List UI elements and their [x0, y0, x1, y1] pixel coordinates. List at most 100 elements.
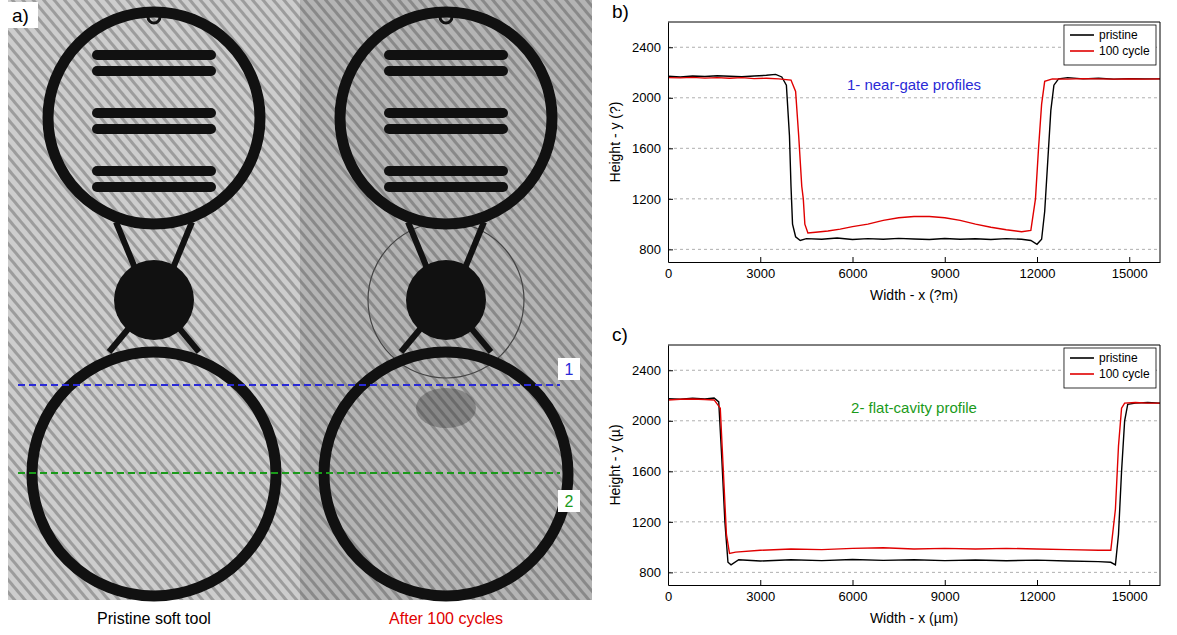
panel-label: c) — [612, 324, 628, 345]
x-tick-mark — [760, 257, 761, 262]
y-axis: 8001200160020002400 — [632, 23, 673, 263]
legend-box — [1064, 348, 1156, 388]
caption: After 100 cycles — [389, 610, 503, 627]
grid-line — [668, 420, 1160, 421]
x-tick-label: 12000 — [1019, 266, 1055, 281]
x-axis: 03000600090001200015000 — [665, 257, 1161, 281]
x-tick-mark — [945, 257, 946, 262]
frame-top — [668, 345, 1160, 346]
legend: pristine 100 cycle — [1064, 25, 1156, 65]
x-tick-label: 6000 — [839, 589, 868, 604]
slot — [384, 66, 508, 76]
slot — [384, 50, 508, 60]
x-tick: 15000 — [1112, 580, 1148, 604]
y-axis-title: Height - y (µ) — [607, 424, 623, 505]
slot — [92, 108, 216, 118]
y-tick-label: 1200 — [632, 192, 661, 207]
slot — [92, 66, 216, 76]
y-tick: 2000 — [632, 413, 673, 428]
x-tick-label: 3000 — [746, 266, 775, 281]
top-cavity — [48, 12, 260, 224]
x-tick-mark — [1129, 580, 1130, 585]
x-tick: 6000 — [839, 580, 868, 604]
vent-ring — [148, 11, 160, 23]
frame-top — [668, 22, 1160, 23]
x-tick-label: 9000 — [931, 266, 960, 281]
top-cavity — [340, 12, 552, 224]
y-tick-label: 1200 — [632, 515, 661, 530]
y-tick: 1600 — [632, 464, 673, 479]
y-tick-label: 800 — [639, 565, 661, 580]
x-tick: 9000 — [931, 580, 960, 604]
data-line — [668, 77, 1160, 233]
grid-line — [668, 249, 1160, 250]
panel-a: 12a)Pristine soft toolAfter 100 cycles — [8, 0, 592, 627]
grid-line — [668, 97, 1160, 98]
y-axis-line — [668, 346, 669, 586]
y-tick-mark — [668, 471, 673, 472]
grid-line — [668, 521, 1160, 522]
legend-label: pristine — [1099, 351, 1138, 365]
y-axis-title: Height - y (?) — [607, 102, 623, 183]
slot — [384, 166, 508, 176]
x-axis: 0 3000 6000 9000 12000 15000 — [665, 580, 1161, 604]
y-tick: 1200 — [632, 192, 673, 207]
legend-label: pristine — [1099, 28, 1138, 42]
x-axis-title: Width - x (µm) — [870, 610, 958, 626]
x-tick-label: 6000 — [839, 266, 868, 281]
grid-line — [668, 572, 1160, 573]
panel-label: b) — [612, 1, 629, 22]
figure: 12a)Pristine soft toolAfter 100 cycles 0 3… — [0, 0, 1177, 635]
x-tick-label: 0 — [665, 589, 672, 604]
x-tick: 3000 — [746, 257, 775, 281]
chart-panel: 0 3000 6000 9000 12000 15000 800 1200 1600 2000 24… — [607, 324, 1161, 626]
y-tick-label: 2000 — [632, 413, 661, 428]
y-tick-label: 2400 — [632, 363, 661, 378]
chart-panel: 0300060009000120001500080012001600200024… — [607, 1, 1161, 303]
y-tick-mark — [668, 199, 673, 200]
x-tick-mark — [1129, 257, 1130, 262]
y-axis-line — [668, 23, 669, 263]
legend-swatch — [1070, 357, 1094, 359]
frame-right — [1160, 345, 1161, 585]
grid-line — [668, 198, 1160, 199]
data-line — [668, 399, 1160, 553]
x-tick: 15000 — [1112, 257, 1148, 281]
y-tick-mark — [668, 421, 673, 422]
slot — [384, 182, 508, 192]
slot — [92, 182, 216, 192]
x-tick-mark — [1037, 580, 1038, 585]
x-axis-title: Width - x (?m) — [870, 287, 958, 303]
y-tick-mark — [668, 249, 673, 250]
plot-area — [668, 74, 1160, 244]
profile-line — [18, 384, 560, 386]
gate-disk — [406, 260, 486, 340]
legend: pristine100 cycle — [1064, 348, 1156, 388]
profile-label-box — [558, 358, 580, 380]
frame-right — [1160, 22, 1161, 262]
y-tick-label: 1600 — [632, 464, 661, 479]
x-tick-mark — [945, 580, 946, 585]
x-tick: 12000 — [1019, 257, 1055, 281]
y-tick: 1600 — [632, 141, 673, 156]
y-tick-mark — [668, 98, 673, 99]
y-tick: 2400 — [632, 40, 673, 55]
tool-image — [300, 0, 592, 600]
x-tick-label: 12000 — [1019, 589, 1055, 604]
legend-swatch — [1070, 373, 1094, 375]
y-axis: 800 1200 1600 2000 2400 — [632, 346, 673, 586]
x-tick: 6000 — [839, 257, 868, 281]
profile-label-box — [558, 490, 580, 512]
x-tick-mark — [853, 580, 854, 585]
y-tick-label: 2000 — [632, 90, 661, 105]
legend-label: 100 cycle — [1099, 44, 1150, 58]
wear-mark — [416, 388, 476, 428]
tool-image — [8, 0, 300, 600]
x-tick: 3000 — [746, 580, 775, 604]
x-tick-mark — [1037, 257, 1038, 262]
slot — [384, 124, 508, 134]
y-tick-mark — [668, 47, 673, 48]
slot — [92, 50, 216, 60]
panel-label: a) — [12, 5, 29, 26]
panel-label-box — [8, 2, 38, 28]
